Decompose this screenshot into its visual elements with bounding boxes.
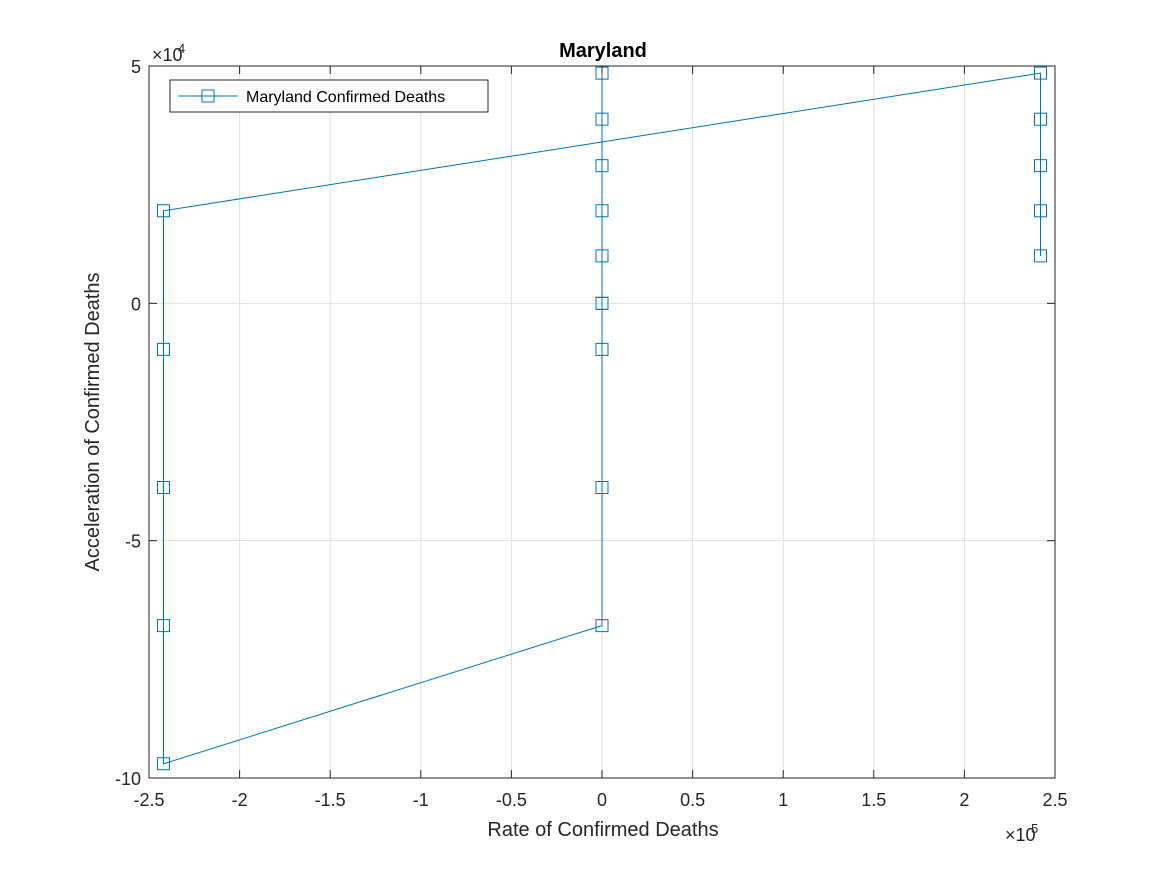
data-point-marker [595,296,609,310]
data-point-marker [1034,204,1048,218]
x-tick-label: 1 [778,790,788,810]
x-tick-label: 0 [597,790,607,810]
data-point-marker [595,342,609,356]
y-tick-labels: -10 -5 0 5 [115,57,141,789]
y-exponent-label: ×10 4 [152,41,185,65]
data-point-marker [156,204,170,218]
x-tick-label: -1.5 [315,790,346,810]
series-layer [156,66,1048,771]
data-point-marker [1034,249,1048,263]
data-point-marker [595,619,609,633]
data-point-marker [156,757,170,771]
y-axis-label: Acceleration of Confirmed Deaths [82,272,104,571]
x-tick-label: -2 [232,790,248,810]
x-tick-labels: -2.5 -2 -1.5 -1 -0.5 0 0.5 1 1.5 2 2.5 [133,790,1067,810]
x-exponent-base: ×10 [1005,825,1036,845]
y-exponent-power: 4 [178,41,185,56]
x-tick-label: 2 [959,790,969,810]
data-point-marker [595,204,609,218]
y-tick-label: 0 [131,294,141,314]
x-tick-label: -0.5 [496,790,527,810]
legend-marker [201,89,215,103]
tick-marks [148,65,1056,779]
x-exponent-label: ×10 5 [1005,821,1038,845]
data-point-marker [595,249,609,263]
x-tick-label: 1.5 [861,790,886,810]
y-tick-label: -5 [125,532,141,552]
data-point-marker [156,481,170,495]
x-tick-label: 0.5 [680,790,705,810]
data-point-marker [156,619,170,633]
data-point-marker [595,159,609,173]
y-tick-label: 5 [131,57,141,77]
series-line [163,72,1041,765]
chart-title: Maryland [559,40,647,62]
data-point-marker [1034,66,1048,80]
x-exponent-power: 5 [1031,821,1038,836]
x-tick-label: 2.5 [1042,790,1067,810]
x-tick-label: -1 [413,790,429,810]
data-point-marker [1034,112,1048,126]
legend: Maryland Confirmed Deaths [169,79,489,113]
legend-entry-label: Maryland Confirmed Deaths [246,89,445,106]
x-axis-label: Rate of Confirmed Deaths [487,819,718,841]
y-tick-label: -10 [115,769,141,789]
data-point-marker [156,342,170,356]
data-point-marker [595,112,609,126]
data-point-marker [595,481,609,495]
y-exponent-base: ×10 [152,45,183,65]
data-point-marker [1034,159,1048,173]
x-tick-label: -2.5 [133,790,164,810]
